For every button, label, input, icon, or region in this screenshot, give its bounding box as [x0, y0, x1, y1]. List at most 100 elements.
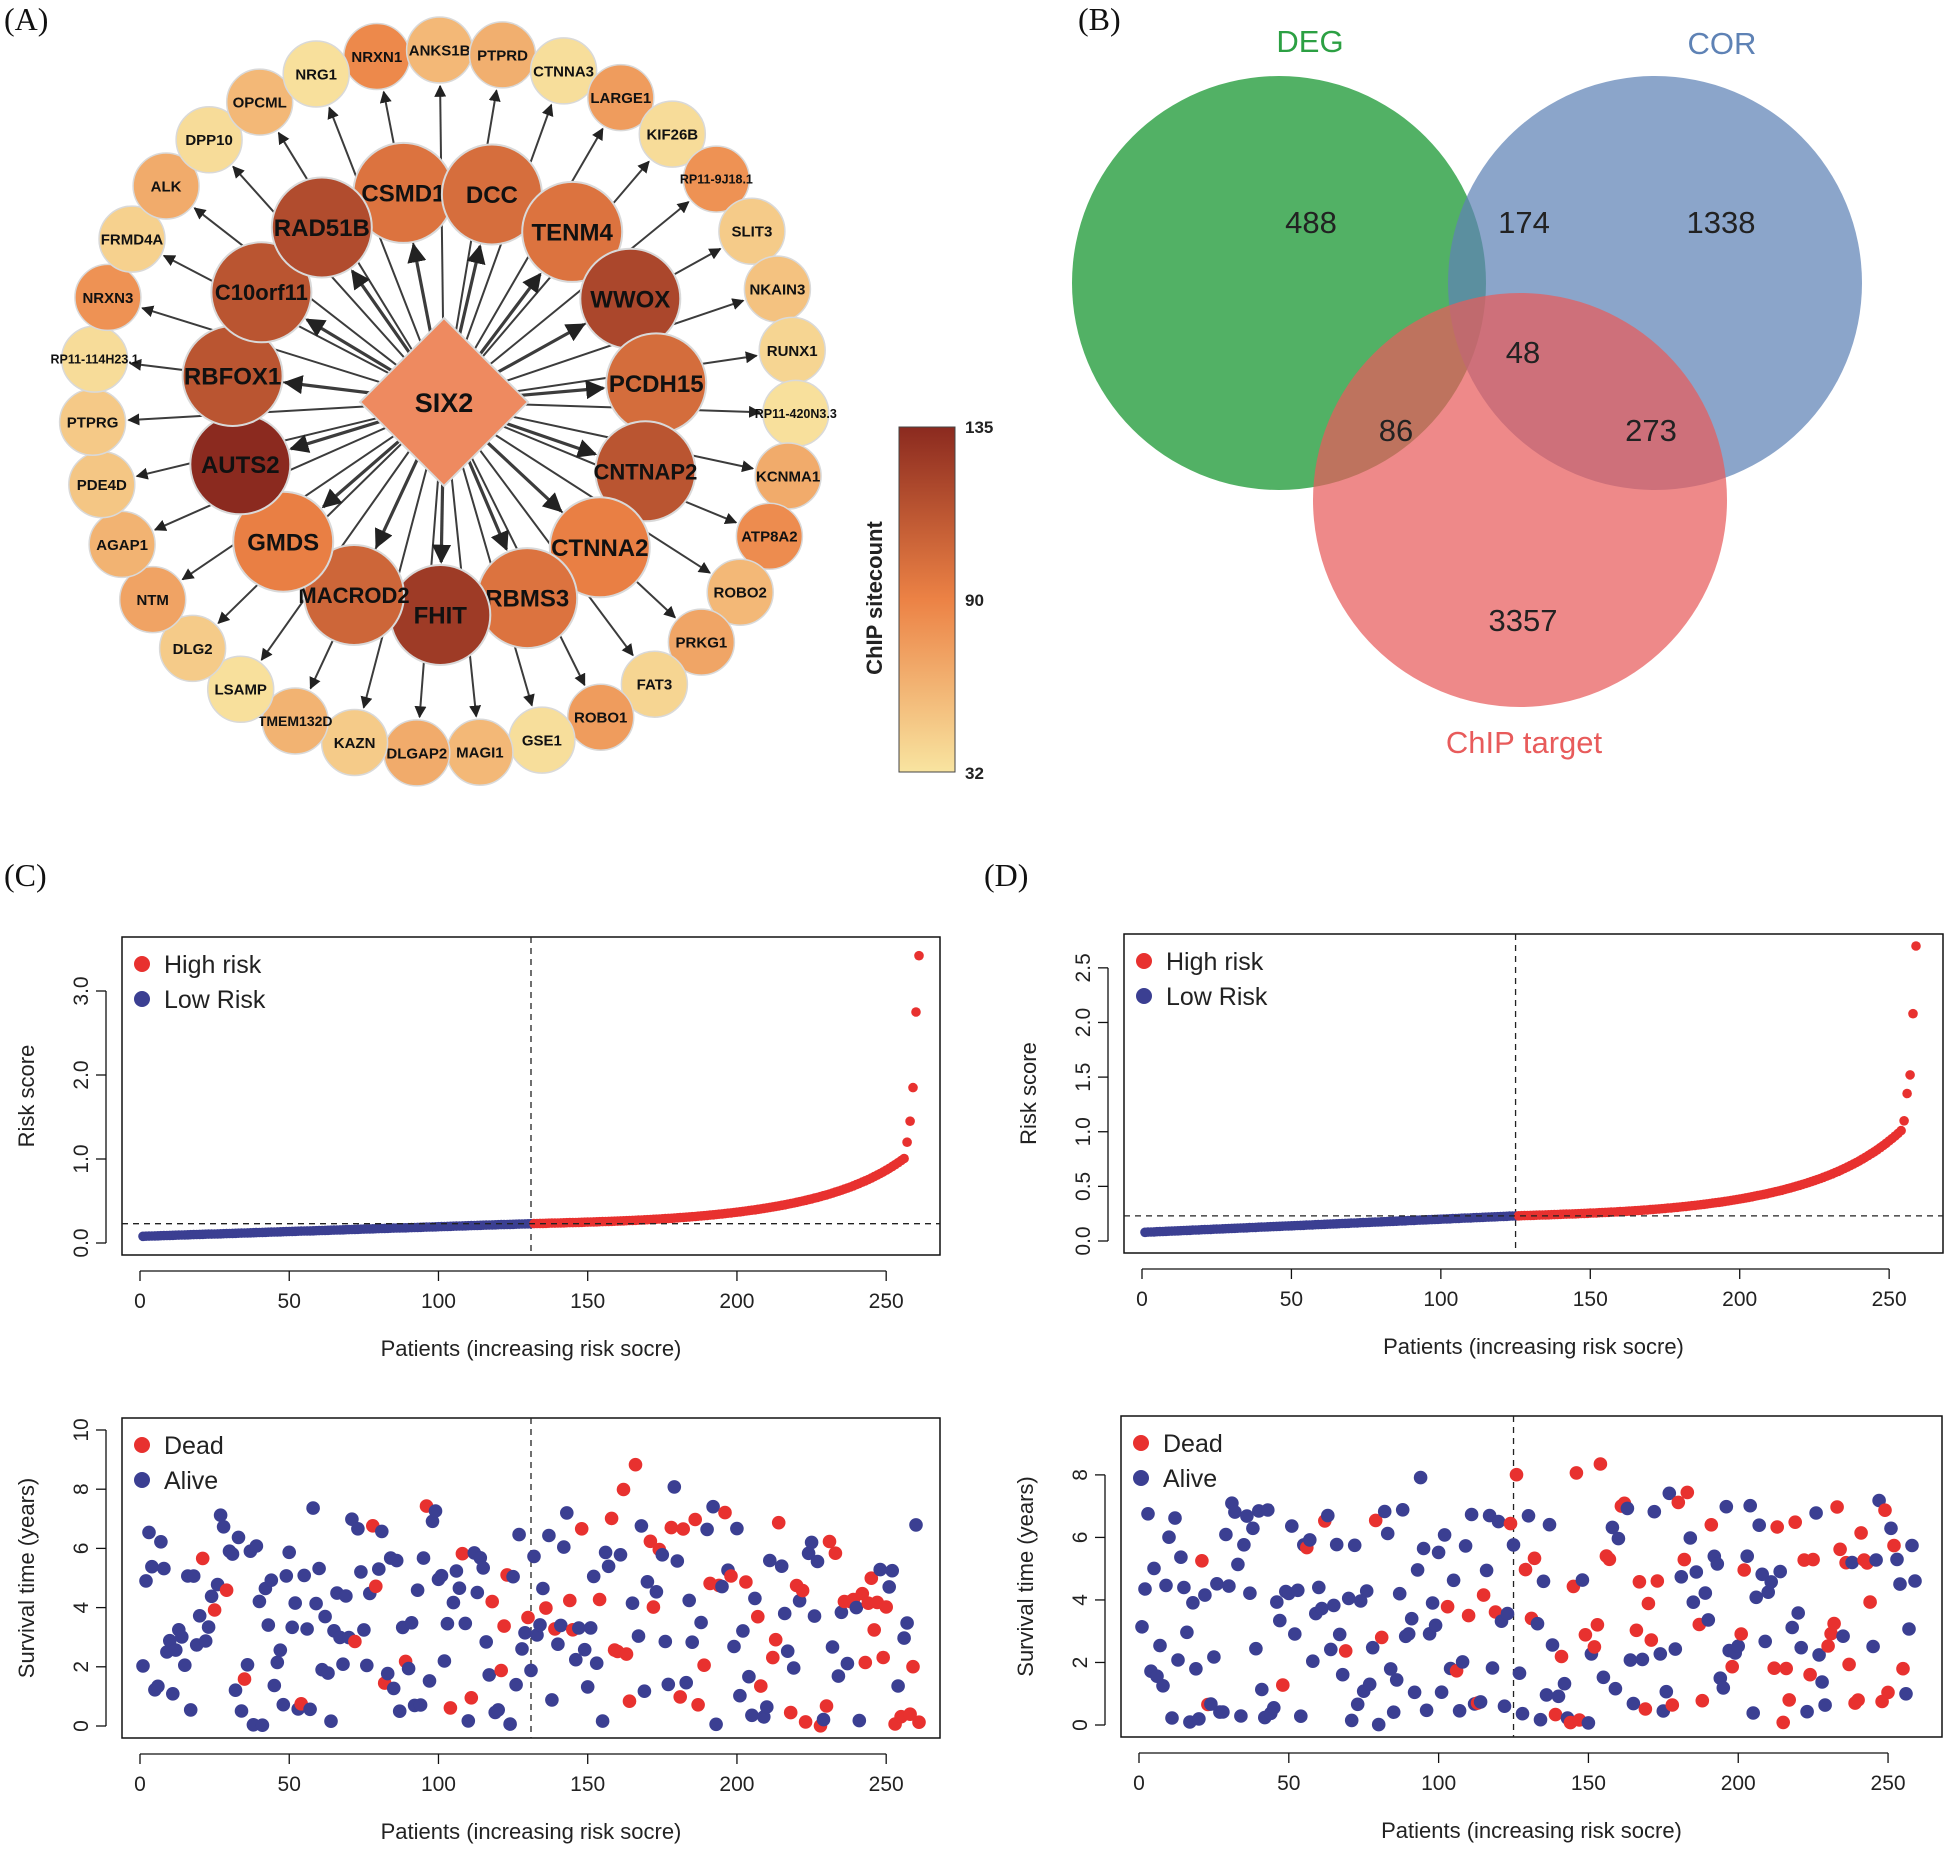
dead-point [1737, 1563, 1751, 1577]
alive-point [201, 1620, 216, 1634]
alive-point [1312, 1580, 1326, 1595]
gene-node: KIF26B [638, 100, 707, 168]
legend-label: Alive [1163, 1465, 1217, 1493]
alive-point [380, 1666, 395, 1681]
venn-label-cor: COR [1688, 26, 1757, 61]
alive-point [503, 1717, 517, 1731]
alive-point [1261, 1503, 1275, 1517]
hub-target-circle [548, 496, 651, 599]
gene-node-label: PTPRG [67, 415, 119, 432]
alive-point [157, 1561, 171, 1576]
alive-point [1335, 1667, 1350, 1682]
alive-point [1303, 1533, 1317, 1547]
hub-target-node: CTNNA2 [548, 496, 651, 599]
alive-point [509, 1677, 523, 1692]
alive-point [658, 1634, 673, 1649]
alive-point [1668, 1642, 1683, 1656]
dead-point [494, 1663, 509, 1678]
high-risk-point [908, 1082, 918, 1093]
alive-point [1353, 1594, 1368, 1608]
alive-point [392, 1704, 407, 1718]
alive-point [554, 1618, 568, 1633]
dead-point [1896, 1661, 1910, 1676]
alive-point [1512, 1666, 1527, 1680]
alive-point [1273, 1613, 1287, 1628]
dead-point [858, 1655, 873, 1670]
alive-point [745, 1708, 759, 1723]
network-edge [374, 455, 421, 549]
alive-point [1216, 1705, 1230, 1719]
x-tick-label: 50 [1277, 1772, 1300, 1795]
alive-point [154, 1535, 168, 1549]
gene-node: NKAIN3 [743, 255, 812, 323]
dead-point [771, 1515, 786, 1530]
colorbar-gradient [898, 426, 956, 773]
y-tick-label: 8 [1069, 1469, 1092, 1481]
alive-point [1294, 1709, 1308, 1723]
gene-node: OPCML [225, 68, 294, 136]
alive-point [589, 1656, 604, 1670]
alive-point [780, 1644, 795, 1658]
panel-label-b: (B) [1078, 1, 1121, 37]
gene-node-label: LARGE1 [590, 90, 651, 107]
alive-point [1485, 1661, 1500, 1675]
gene-node-label: DLGAP2 [386, 745, 447, 762]
venn-count-deg-cor: 174 [1498, 205, 1550, 240]
alive-point [1228, 1505, 1242, 1519]
dead-point [718, 1505, 732, 1520]
alive-point [1647, 1504, 1662, 1519]
hub-target-circle [270, 176, 373, 279]
alive-point [240, 1658, 255, 1672]
alive-point [186, 1569, 201, 1583]
alive-point [527, 1549, 541, 1564]
x-tick-label: 200 [719, 1290, 754, 1313]
dead-point [646, 1600, 661, 1614]
alive-point [804, 1535, 819, 1550]
dead-point [1518, 1562, 1533, 1577]
alive-point [586, 1569, 601, 1584]
dead-point [1671, 1495, 1686, 1510]
alive-point [1135, 1620, 1149, 1634]
alive-point [1542, 1517, 1557, 1532]
network-edge [495, 323, 586, 375]
alive-point [748, 1591, 762, 1606]
alive-point [1141, 1507, 1155, 1521]
alive-point [183, 1703, 198, 1717]
gene-node-label: RP11-9J18.1 [680, 173, 753, 187]
alive-point [685, 1635, 699, 1649]
gene-node: NRG1 [282, 40, 350, 108]
legend-label: High risk [164, 951, 262, 979]
x-tick-label: 0 [134, 1290, 146, 1313]
gene-node: RP11-420N3.3 [755, 379, 837, 448]
hub-target-label: PCDH15 [609, 371, 704, 398]
dead-point [485, 1594, 500, 1609]
gene-node-label: PDE4D [77, 477, 127, 494]
alive-point [1288, 1627, 1302, 1641]
alive-point [1452, 1704, 1467, 1718]
alive-point [1222, 1579, 1236, 1593]
alive-point [318, 1609, 332, 1624]
high-risk-point [1896, 1125, 1906, 1136]
alive-point [1204, 1697, 1218, 1711]
alive-point [1521, 1509, 1536, 1523]
dead-point [768, 1632, 783, 1647]
high-risk-point [902, 1137, 912, 1147]
alive-point [1539, 1688, 1554, 1702]
network-edge [478, 272, 542, 356]
x-tick-label: 100 [1421, 1772, 1456, 1795]
data-points [1140, 941, 1921, 1238]
dead-point [1833, 1542, 1847, 1557]
alive-point [282, 1545, 297, 1560]
y-axis-title: Survival time (years) [14, 1478, 39, 1678]
alive-point [1869, 1553, 1883, 1567]
alive-point [760, 1700, 774, 1714]
gene-node-label: KCNMA1 [756, 468, 820, 485]
alive-point [1350, 1697, 1365, 1712]
gene-node-circle [620, 650, 689, 718]
alive-point [1386, 1705, 1401, 1719]
dead-point [1641, 1596, 1656, 1611]
alive-point [742, 1669, 756, 1684]
gene-node: ROBO1 [566, 683, 635, 751]
alive-point [279, 1569, 294, 1583]
y-tick-label: 2.0 [1072, 1008, 1095, 1037]
